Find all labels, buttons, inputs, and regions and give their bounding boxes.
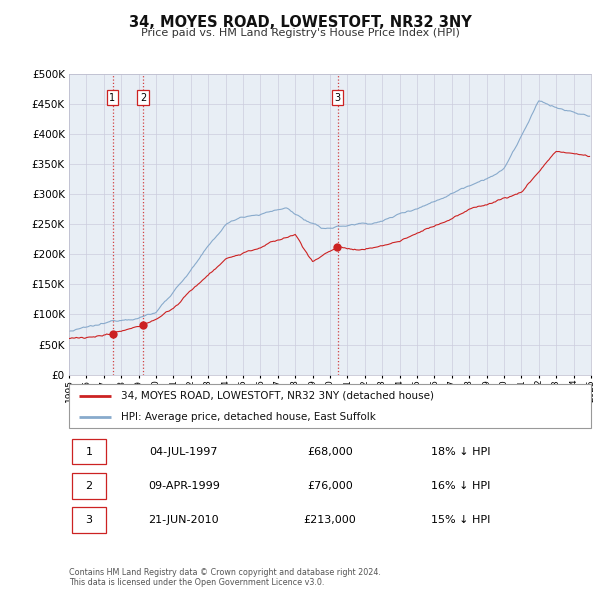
FancyBboxPatch shape [71, 439, 106, 464]
Text: 34, MOYES ROAD, LOWESTOFT, NR32 3NY (detached house): 34, MOYES ROAD, LOWESTOFT, NR32 3NY (det… [121, 391, 434, 401]
Text: Contains HM Land Registry data © Crown copyright and database right 2024.: Contains HM Land Registry data © Crown c… [69, 568, 381, 577]
Text: 2: 2 [140, 93, 146, 103]
Text: 3: 3 [85, 515, 92, 525]
Text: This data is licensed under the Open Government Licence v3.0.: This data is licensed under the Open Gov… [69, 578, 325, 587]
Text: 15% ↓ HPI: 15% ↓ HPI [431, 515, 490, 525]
Text: £68,000: £68,000 [307, 447, 353, 457]
Text: 1: 1 [109, 93, 116, 103]
Text: Price paid vs. HM Land Registry's House Price Index (HPI): Price paid vs. HM Land Registry's House … [140, 28, 460, 38]
Text: 21-JUN-2010: 21-JUN-2010 [149, 515, 219, 525]
Text: 09-APR-1999: 09-APR-1999 [148, 481, 220, 491]
FancyBboxPatch shape [71, 473, 106, 499]
Text: £213,000: £213,000 [304, 515, 356, 525]
FancyBboxPatch shape [71, 507, 106, 533]
Text: 18% ↓ HPI: 18% ↓ HPI [431, 447, 490, 457]
Text: HPI: Average price, detached house, East Suffolk: HPI: Average price, detached house, East… [121, 412, 376, 422]
Text: 04-JUL-1997: 04-JUL-1997 [149, 447, 218, 457]
Text: 16% ↓ HPI: 16% ↓ HPI [431, 481, 490, 491]
Text: 2: 2 [85, 481, 92, 491]
Text: 3: 3 [335, 93, 341, 103]
Text: £76,000: £76,000 [307, 481, 353, 491]
Text: 34, MOYES ROAD, LOWESTOFT, NR32 3NY: 34, MOYES ROAD, LOWESTOFT, NR32 3NY [128, 15, 472, 30]
Text: 1: 1 [85, 447, 92, 457]
FancyBboxPatch shape [69, 384, 591, 428]
